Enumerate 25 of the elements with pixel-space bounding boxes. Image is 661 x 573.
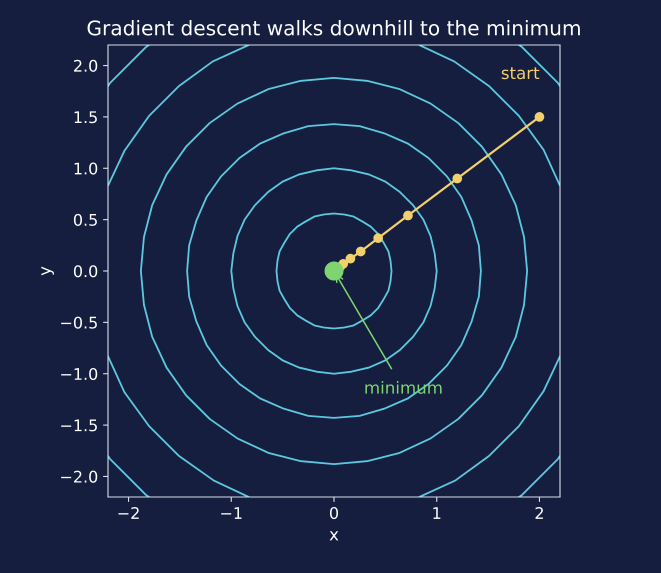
point [403,210,413,220]
y-axis-title: y [41,266,54,276]
x-axis-title: x [330,531,338,540]
x-tick-label: −1 [221,507,242,519]
point [373,233,384,243]
annotation: start [502,67,540,80]
y-tick-label: −2.0 [61,470,98,483]
x-tick-label: 1 [433,507,440,519]
x-tick-label: −2 [118,507,139,519]
x-tick-label: 0 [330,507,338,520]
y-tick-label: 0.5 [74,214,97,226]
y-tick-label: −1.5 [61,420,97,432]
y-tick-label: 0.0 [74,265,98,278]
point [452,174,462,184]
point [324,262,344,280]
point [346,254,356,264]
y-tick-label: 2.0 [74,60,98,72]
y-tick-label: 1.0 [74,162,98,175]
y-tick-label: −0.5 [61,316,97,329]
y-tick-label: −1.0 [61,368,98,380]
y-tick-label: 1.5 [74,111,97,124]
point [534,112,544,122]
point [356,246,366,256]
x-tick-label: 2 [536,507,543,519]
chart-title: Gradient descent walks downhill to the minimum [88,20,580,36]
